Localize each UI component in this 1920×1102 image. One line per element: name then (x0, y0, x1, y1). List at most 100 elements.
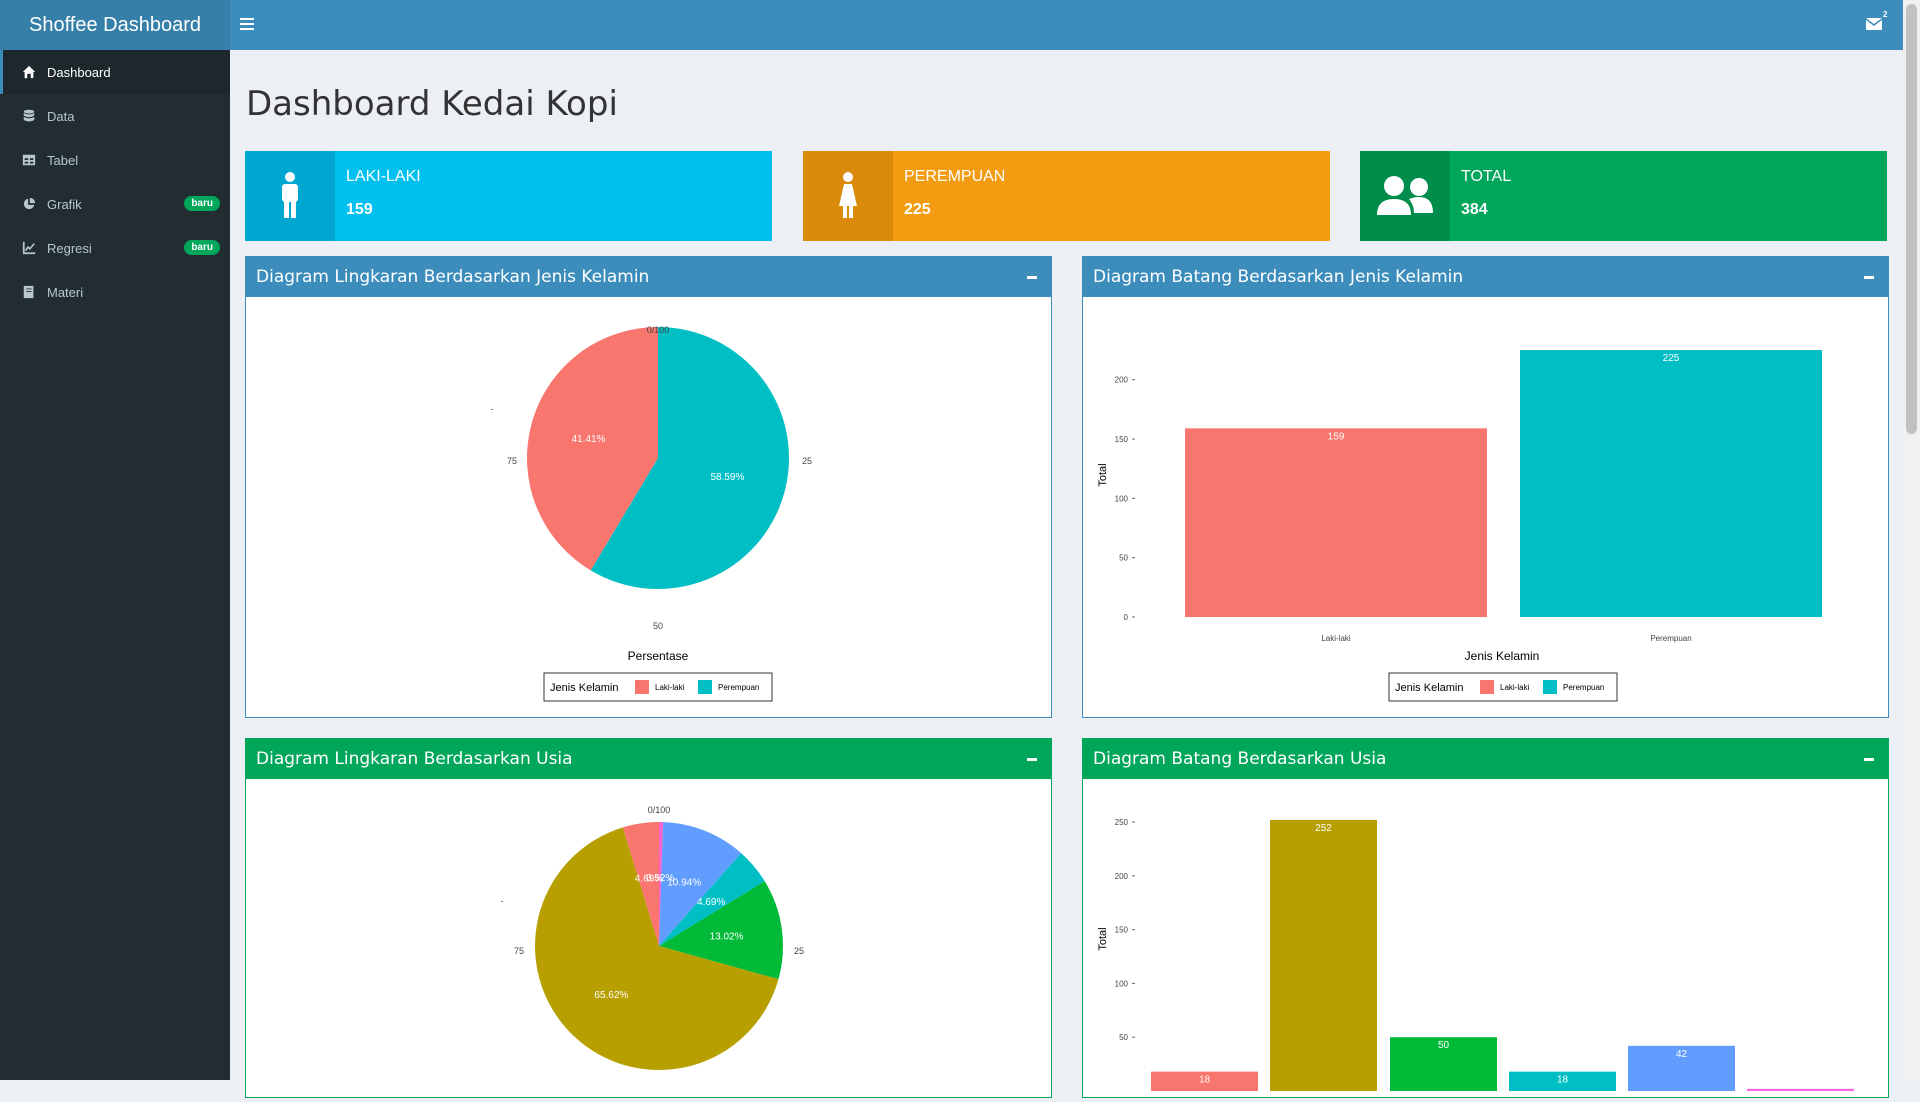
messages-button[interactable]: 2 (1866, 10, 1890, 34)
y-tick-label: 200 (1115, 376, 1129, 385)
sidebar-item-label: Data (47, 108, 75, 124)
y-tick-label: 200 (1115, 872, 1129, 881)
page-scrollbar[interactable] (1903, 0, 1920, 1080)
users-icon (1360, 151, 1450, 241)
sidebar-item-data[interactable]: Data (0, 94, 230, 138)
pie-slice (526, 327, 658, 571)
sidebar-item-grafik[interactable]: Grafik baru (0, 182, 230, 226)
y-tick-label: 150 (1115, 926, 1129, 935)
axis-tick: 0/100 (648, 805, 671, 815)
y-tick-label: 50 (1119, 554, 1128, 563)
y-tick-label: 250 (1115, 818, 1129, 827)
line-chart-icon (21, 240, 37, 256)
bar (1185, 428, 1487, 617)
y-axis-label: Total (1097, 463, 1109, 486)
pie-slice (659, 881, 783, 980)
y-tick-label: 100 (1115, 494, 1129, 503)
legend-title: Jenis Kelamin (550, 682, 618, 694)
axis-tick: 0/100 (647, 325, 670, 335)
new-badge: baru (184, 196, 220, 211)
pie-age-box: Diagram Lingkaran Berdasarkan Usia 0.52%… (245, 738, 1052, 1098)
pie-slice (659, 853, 765, 946)
box-header: Diagram Lingkaran Berdasarkan Usia (246, 739, 1051, 779)
home-icon (21, 64, 37, 80)
legend-item: Perempuan (1563, 683, 1604, 692)
axis-tick: 75 (507, 456, 517, 466)
slice-label: 65.62% (594, 990, 628, 1001)
slice-label: 10.94% (667, 878, 701, 889)
scrollbar-thumb[interactable] (1906, 4, 1917, 434)
bar (1270, 819, 1377, 1091)
legend-item: Laki-laki (1500, 683, 1530, 692)
pie-slice (659, 822, 664, 946)
minimize-icon[interactable] (1027, 758, 1037, 761)
messages-count-badge: 2 (1883, 10, 1888, 19)
female-icon (803, 151, 893, 241)
pie-slice (590, 327, 789, 589)
bar-value-label: 18 (1199, 1075, 1211, 1086)
infobox-perempuan: PEREMPUAN 225 (803, 151, 1330, 241)
sidebar-item-regresi[interactable]: Regresi baru (0, 226, 230, 270)
book-icon (21, 284, 37, 300)
pie-slice (659, 822, 742, 946)
box-title: Diagram Batang Berdasarkan Jenis Kelamin (1093, 267, 1464, 287)
infobox-total: TOTAL 384 (1360, 151, 1887, 241)
new-badge: baru (184, 240, 220, 255)
envelope-icon (1866, 18, 1882, 30)
bar-value-label: 159 (1328, 431, 1345, 442)
legend: Jenis Kelamin Laki-laki Perempuan (543, 672, 773, 702)
pie-chart-icon (21, 196, 37, 212)
sidebar-item-tabel[interactable]: Tabel (0, 138, 230, 182)
sidebar: Dashboard Data Tabel Grafik baru Regresi… (0, 50, 230, 1080)
sidebar-item-label: Grafik (47, 196, 82, 212)
y-tick-label: 0 (1124, 613, 1129, 622)
legend: Jenis Kelamin Laki-laki Perempuan (1388, 672, 1618, 702)
axis-tick: - (501, 896, 504, 906)
bar-gender-chart: 0 50 100 150 200 159 Laki-laki 225 Perempuan To… (1097, 350, 1822, 702)
pie-gender-chart: 0/100 25 50 75 - Persentase 41.41% 58.59… (491, 325, 812, 702)
infobox-value: 384 (1461, 201, 1488, 218)
x-axis-label: Persentase (628, 649, 689, 663)
sidebar-item-label: Dashboard (47, 64, 111, 80)
x-tick-label: Laki-laki (1321, 634, 1351, 643)
axis-tick: 75 (514, 946, 524, 956)
y-axis-label: Total (1097, 927, 1109, 950)
slice-label: 4.69% (697, 897, 725, 908)
box-title: Diagram Lingkaran Berdasarkan Jenis Kela… (256, 267, 650, 287)
legend-item: Perempuan (718, 683, 759, 692)
bar (1747, 1088, 1854, 1091)
slice-label: 41.41% (572, 434, 606, 445)
axis-tick: 25 (802, 456, 812, 466)
minimize-icon[interactable] (1027, 276, 1037, 279)
bar-gender-box: Diagram Batang Berdasarkan Jenis Kelamin… (1082, 256, 1889, 718)
minimize-icon[interactable] (1864, 276, 1874, 279)
legend-swatch (635, 680, 649, 694)
page-title: Dashboard Kedai Kopi (246, 84, 618, 124)
bar-age-box: Diagram Batang Berdasarkan Usia 50 100 150… (1082, 738, 1889, 1098)
bar (1520, 350, 1822, 617)
app-logo[interactable]: Shoffee Dashboard (0, 0, 230, 50)
pie-gender-box: Diagram Lingkaran Berdasarkan Jenis Kela… (245, 256, 1052, 718)
database-icon (21, 108, 37, 124)
y-tick-label: 150 (1115, 435, 1129, 444)
sidebar-item-materi[interactable]: Materi (0, 270, 230, 314)
bar-value-label: 42 (1676, 1049, 1688, 1060)
box-title: Diagram Lingkaran Berdasarkan Usia (256, 749, 573, 769)
y-tick-label: 50 (1119, 1033, 1128, 1042)
pie-slice (535, 827, 779, 1070)
legend-swatch (1480, 680, 1494, 694)
minimize-icon[interactable] (1864, 758, 1874, 761)
axis-tick: 25 (794, 946, 804, 956)
bar-value-label: 18 (1557, 1075, 1569, 1086)
slice-label: 4.69% (635, 874, 663, 885)
sidebar-item-dashboard[interactable]: Dashboard (0, 50, 230, 94)
sidebar-item-label: Materi (47, 284, 84, 300)
box-header: Diagram Batang Berdasarkan Jenis Kelamin (1083, 257, 1888, 297)
infobox-value: 159 (346, 201, 373, 218)
legend-swatch (698, 680, 712, 694)
pie-slice (622, 822, 659, 946)
legend-title: Jenis Kelamin (1395, 682, 1463, 694)
y-tick-label: 100 (1115, 979, 1129, 988)
sidebar-toggle-icon[interactable] (240, 13, 262, 35)
box-header: Diagram Lingkaran Berdasarkan Jenis Kela… (246, 257, 1051, 297)
